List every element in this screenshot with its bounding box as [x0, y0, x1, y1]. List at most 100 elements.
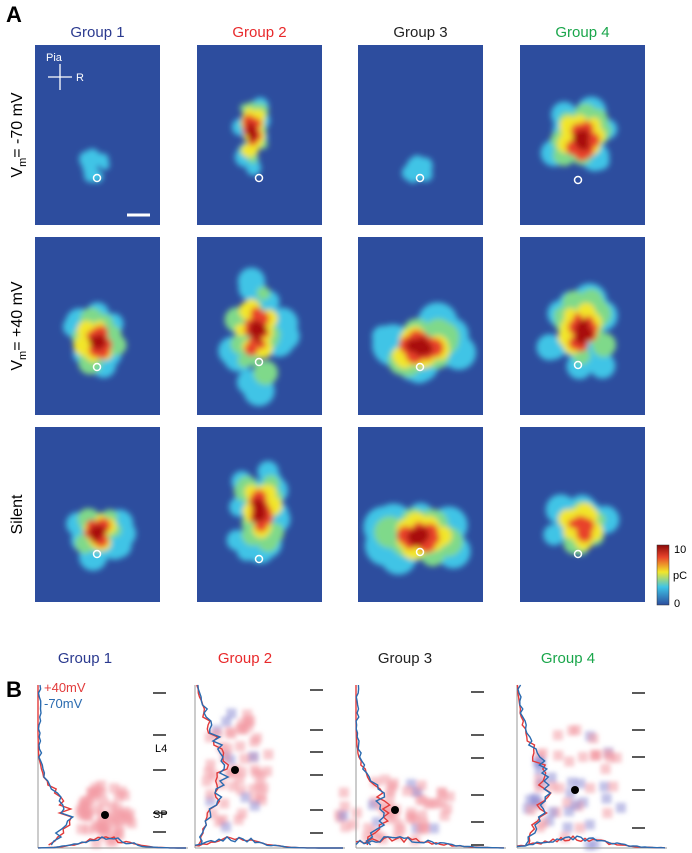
heat-spot	[543, 524, 565, 546]
heatmap-background	[35, 45, 160, 225]
density-cell	[338, 787, 349, 798]
density-cell	[565, 788, 576, 799]
density-cell	[534, 782, 545, 793]
density-cell	[235, 741, 246, 752]
density-cell	[221, 716, 232, 727]
heat-spot	[589, 352, 616, 379]
density-cell	[112, 803, 123, 814]
density-cell	[248, 784, 259, 795]
group-title: Group 1	[70, 24, 124, 41]
density-cell	[235, 723, 246, 734]
colorbar-label: 10	[674, 544, 686, 556]
density-cell	[89, 792, 100, 803]
density-cell	[426, 798, 437, 809]
heat-spot	[95, 525, 102, 532]
density-cell	[91, 838, 102, 849]
density-cell	[248, 751, 259, 762]
density-cell	[113, 791, 124, 802]
density-cell	[83, 824, 94, 835]
profile-vertical	[196, 684, 230, 846]
density-cell	[108, 836, 119, 847]
group-title: Group 1	[58, 650, 112, 667]
density-cell	[219, 798, 230, 809]
heatmap-blob	[231, 97, 271, 176]
density-cell	[98, 797, 109, 808]
row-label-part: = +40 mV	[9, 281, 26, 351]
density-cell	[216, 779, 227, 790]
heatmap	[520, 45, 645, 225]
density-cell	[340, 822, 351, 833]
density-cell	[418, 818, 429, 829]
density-cell	[250, 794, 261, 805]
soma-marker	[254, 554, 264, 564]
soma-marker	[92, 549, 102, 559]
legend-label: -70mV	[44, 696, 83, 711]
heat-spot	[95, 153, 109, 167]
density-cell	[225, 754, 236, 765]
density-cell	[602, 808, 613, 819]
soma-marker	[92, 173, 102, 183]
density-cell	[249, 800, 260, 811]
profile-horizontal	[194, 836, 343, 849]
density-cell	[567, 777, 578, 788]
density-cell	[216, 742, 227, 753]
density-cell	[534, 765, 545, 776]
density-cloud	[334, 774, 455, 846]
density-cell	[76, 824, 87, 835]
density-cell	[383, 802, 394, 813]
soma-marker	[415, 173, 425, 183]
heat-spot	[94, 533, 102, 541]
density-cell	[601, 793, 612, 804]
density-cloud	[75, 780, 137, 849]
profile-vertical	[37, 684, 75, 846]
density-cell	[574, 822, 585, 833]
heat-spot	[249, 128, 255, 133]
row-label-part: = -70 mV	[9, 92, 26, 158]
density-cell	[406, 779, 417, 790]
density-cell	[544, 815, 555, 826]
density-cell	[600, 764, 611, 775]
profile-vertical	[355, 684, 386, 846]
legend-label: +40mV	[44, 680, 86, 695]
heat-spot	[410, 155, 425, 170]
row-label-sub: m	[17, 158, 29, 167]
density-cell	[209, 770, 220, 781]
density-cell	[205, 759, 216, 770]
profile-horizontal	[194, 835, 343, 849]
density-cell	[608, 781, 619, 792]
density-cell	[578, 751, 589, 762]
density-cell	[367, 799, 378, 810]
density-cell	[562, 822, 573, 833]
heat-spot	[414, 534, 425, 545]
density-cell	[92, 786, 103, 797]
density-cell	[92, 820, 103, 831]
density-cell	[563, 806, 574, 817]
density-cell	[234, 774, 245, 785]
heatmap	[358, 45, 483, 225]
heatmap-blob	[536, 283, 618, 380]
profile-vertical	[197, 684, 230, 846]
density-cell	[201, 776, 212, 787]
density-cell	[538, 818, 549, 829]
heat-spot	[92, 336, 100, 344]
density-cell	[124, 809, 135, 820]
density-cell	[603, 748, 614, 759]
density-cell	[417, 795, 428, 806]
layer-label: SP	[153, 809, 168, 821]
soma-marker	[573, 360, 583, 370]
row-label-part: Silent	[9, 494, 26, 535]
density-cell	[431, 798, 442, 809]
density-cell	[217, 814, 228, 825]
density-cell	[525, 794, 536, 805]
heatmap	[35, 237, 160, 415]
density-cell	[222, 743, 233, 754]
group-title: Group 2	[218, 650, 272, 667]
density-cell	[442, 803, 453, 814]
heat-spot	[562, 526, 576, 539]
row-label: Vm= +40 mV	[9, 281, 29, 371]
soma-marker	[573, 175, 583, 185]
group-title: Group 2	[232, 24, 286, 41]
heat-spot	[244, 342, 258, 356]
colorbar-label: pC	[673, 570, 687, 582]
profile-vertical	[355, 685, 391, 846]
